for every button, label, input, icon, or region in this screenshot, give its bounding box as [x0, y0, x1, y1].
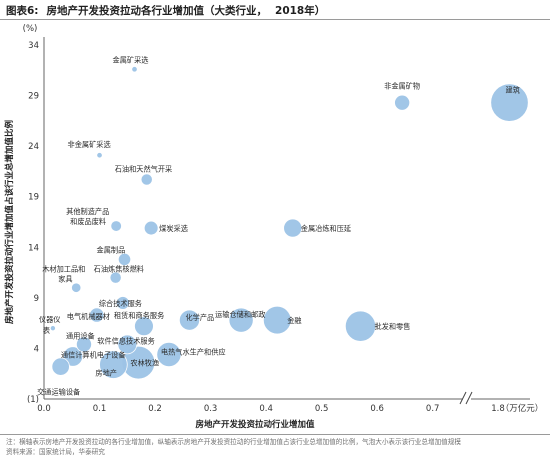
footnote-source: 资料来源：国家统计局，华泰研究: [6, 448, 105, 456]
x-tick-label: 0.7: [426, 404, 440, 414]
y-tick-label: (1): [27, 395, 39, 405]
bubble: [283, 218, 303, 238]
bubble-label: 非金属矿采选: [68, 140, 111, 149]
bubble: [262, 305, 292, 335]
y-tick-label: 4: [34, 344, 39, 354]
y-tick-label: 9: [34, 294, 39, 304]
bubble: [394, 94, 411, 111]
bubble: [490, 83, 529, 122]
bubble: [228, 307, 254, 333]
footnote-explanation: 注：横轴表示房地产开发投资拉动的各行业增加值，纵轴表示房地产开发投资拉动的行业增…: [6, 438, 461, 446]
bubble-label: 表: [43, 326, 50, 335]
bubble-label: 软件信息技术服务: [97, 336, 155, 345]
y-tick-label: 14: [28, 243, 39, 253]
bubble-label: 非金属矿物: [384, 82, 420, 91]
x-tick-label: 0.0: [37, 404, 51, 414]
bubble: [89, 307, 105, 323]
y-axis-unit: (%): [23, 24, 38, 34]
figure-title: 图表6: 房地产开发投资拉动各行业增加值（大类行业， 2018年）: [6, 3, 325, 18]
figure-title-year: 2018年）: [275, 5, 326, 17]
footnotes: 注：横轴表示房地产开发投资拉动的各行业增加值，纵轴表示房地产开发投资拉动的行业增…: [6, 437, 546, 457]
axis-break-mark: [465, 391, 473, 405]
bubble: [131, 66, 138, 73]
bubble-label: 租赁和商务服务: [114, 311, 164, 320]
title-rule: [0, 19, 550, 20]
bubble: [75, 336, 92, 353]
bubble-label: 和废品废料: [70, 217, 106, 226]
bubble-label: 仪器仪: [39, 315, 61, 324]
bubble: [117, 334, 138, 355]
bubble: [156, 341, 182, 368]
figure-title-text: 房地产开发投资拉动各行业增加值（大类行业，: [46, 5, 268, 17]
bubble: [115, 296, 130, 310]
bubble-label: 家具: [58, 275, 72, 284]
x-tick-label: 0.5: [315, 404, 329, 414]
bubble: [49, 325, 56, 332]
bubble: [117, 252, 132, 267]
y-tick-label: 29: [28, 92, 39, 102]
x-tick-label: 0.2: [148, 404, 162, 414]
x-tick-label: 1.8: [491, 404, 505, 414]
bubble: [143, 220, 159, 236]
bubble: [344, 310, 377, 342]
bubble-label: 煤炭采选: [159, 224, 188, 233]
x-tick-label: 0.4: [259, 404, 273, 414]
bubble-label: 通信计算机电子设备: [61, 351, 126, 360]
bubble: [109, 271, 122, 284]
footer-rule: [0, 434, 550, 435]
bubble-label: 电热气水生产和供应: [161, 347, 226, 356]
bubble-label: 电气机械器材: [67, 312, 110, 321]
bubble-label: 金融: [287, 316, 301, 325]
x-axis-unit: （万亿元）: [501, 403, 544, 414]
y-axis-title: 房地产开发投资拉动行业增加值占该行业总增加值比例: [4, 120, 15, 325]
figure-label: 图表6:: [6, 5, 39, 17]
bubble-label: 石油炼焦核燃料: [94, 265, 144, 274]
bubble-label: 建筑: [506, 86, 520, 95]
y-tick-label: 34: [28, 41, 39, 51]
y-tick-label: 19: [28, 193, 39, 203]
bubble-label: 运输仓储和邮政: [215, 310, 265, 319]
bubble-label: 其他制造产品: [66, 207, 109, 216]
bubble-label: 金属制品: [97, 245, 126, 254]
axis-break-mark: [459, 391, 467, 405]
bubble: [134, 316, 154, 337]
bubble: [99, 350, 128, 379]
bubble-label: 木材加工品和: [42, 265, 85, 274]
bubble-label: 交通运输设备: [37, 388, 80, 397]
bubble: [71, 282, 82, 293]
bubble: [140, 173, 153, 186]
bubble-label: 综合技术服务: [99, 299, 142, 308]
bubble-label: 农林牧渔: [130, 359, 159, 368]
x-tick-label: 0.3: [204, 404, 218, 414]
y-tick-label: 24: [28, 142, 39, 152]
bubble-label: 金属冶炼和压延: [301, 224, 351, 233]
x-tick-label: 0.6: [370, 404, 384, 414]
x-axis-title: 房地产开发投资拉动行业增加值: [195, 419, 315, 430]
bubble: [96, 152, 103, 159]
bubble: [178, 309, 200, 331]
bubble-label: 金属矿采选: [113, 55, 149, 64]
bubble-label: 房地产: [95, 369, 117, 378]
bubble: [110, 220, 122, 232]
x-tick-label: 0.1: [93, 404, 107, 414]
bubble-label: 化学产品: [185, 313, 214, 322]
bubble-label: 批发和零售: [375, 322, 411, 331]
bubble-label: 石油和天然气开采: [115, 165, 173, 174]
bubble-label: 通用设备: [66, 331, 95, 340]
bubble: [51, 357, 70, 376]
